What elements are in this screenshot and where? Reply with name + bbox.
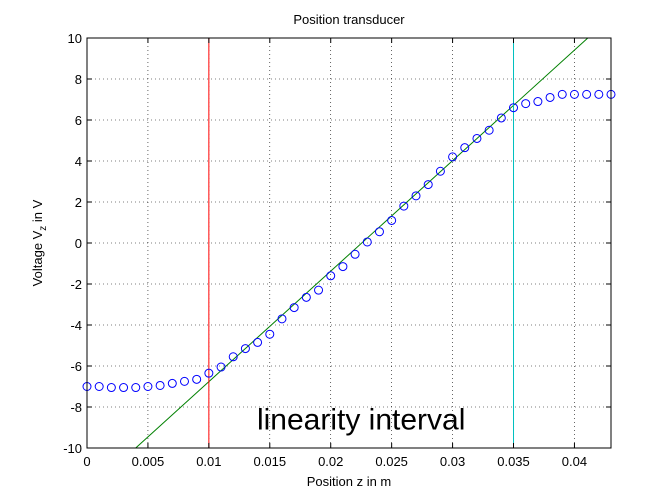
y-tick-label: -8 bbox=[70, 400, 82, 415]
data-point bbox=[569, 89, 579, 99]
data-point bbox=[374, 227, 384, 237]
y-axis-label-rest: in V bbox=[30, 199, 45, 225]
grid-lines bbox=[87, 38, 611, 448]
x-tick-label: 0.005 bbox=[132, 454, 165, 469]
x-tick-label: 0.03 bbox=[440, 454, 465, 469]
data-point bbox=[119, 383, 129, 393]
data-point bbox=[277, 314, 287, 324]
data-point bbox=[423, 180, 433, 190]
data-point bbox=[557, 89, 567, 99]
y-axis-label-subscript: z bbox=[38, 226, 49, 231]
data-point bbox=[399, 201, 409, 211]
y-tick-label: 10 bbox=[68, 31, 82, 46]
data-point bbox=[216, 362, 226, 372]
y-tick-label: 2 bbox=[75, 195, 82, 210]
data-point bbox=[545, 92, 555, 102]
data-point bbox=[228, 352, 238, 362]
data-point bbox=[472, 133, 482, 143]
x-tick-label: 0.015 bbox=[254, 454, 287, 469]
data-point bbox=[204, 368, 214, 378]
x-axis-label: Position z in m bbox=[307, 474, 392, 489]
y-tick-label: -4 bbox=[70, 318, 82, 333]
data-point bbox=[411, 191, 421, 201]
data-point bbox=[460, 143, 470, 153]
x-tick-label: 0.035 bbox=[497, 454, 530, 469]
data-point bbox=[521, 99, 531, 109]
data-point bbox=[435, 166, 445, 176]
data-point bbox=[509, 103, 519, 113]
y-tick-label: -6 bbox=[70, 359, 82, 374]
data-point bbox=[350, 249, 360, 259]
y-tick-label: -10 bbox=[63, 441, 82, 456]
x-tick-label: 0.04 bbox=[562, 454, 587, 469]
data-point bbox=[301, 292, 311, 302]
data-point bbox=[387, 215, 397, 225]
y-tick-label: 6 bbox=[75, 113, 82, 128]
data-point bbox=[167, 378, 177, 388]
y-tick-label: -2 bbox=[70, 277, 82, 292]
data-point bbox=[362, 237, 372, 247]
data-point bbox=[338, 262, 348, 272]
x-tick-label: 0.025 bbox=[375, 454, 408, 469]
plot-area bbox=[87, 38, 611, 448]
data-point bbox=[94, 382, 104, 391]
data-point bbox=[265, 329, 275, 339]
data-point bbox=[484, 125, 494, 135]
linearity-interval-annotation: linearity interval bbox=[257, 404, 465, 437]
data-point bbox=[240, 344, 250, 354]
data-point bbox=[179, 376, 189, 386]
axis-ticks: 0 0.005 0.01 0.015 0.02 0.025 0.03 0.035 0.04 -10… bbox=[63, 31, 611, 469]
y-axis-label: Voltage Vz in V bbox=[30, 199, 49, 286]
x-tick-label: 0.02 bbox=[318, 454, 343, 469]
data-point bbox=[131, 383, 141, 393]
data-point bbox=[582, 89, 592, 99]
data-point bbox=[314, 285, 324, 295]
x-tick-label: 0 bbox=[83, 454, 90, 469]
data-point bbox=[106, 383, 116, 393]
y-tick-label: 0 bbox=[75, 236, 82, 251]
data-point bbox=[289, 303, 299, 313]
y-tick-label: 4 bbox=[75, 154, 82, 169]
x-tick-label: 0.01 bbox=[196, 454, 221, 469]
data-point bbox=[594, 89, 604, 99]
data-point bbox=[533, 97, 543, 107]
data-point bbox=[326, 271, 336, 281]
data-point bbox=[155, 380, 165, 390]
linear-fit-line bbox=[135, 37, 589, 449]
data-point bbox=[496, 113, 506, 123]
data-point bbox=[448, 152, 458, 162]
data-point bbox=[253, 337, 263, 347]
y-tick-label: 8 bbox=[75, 72, 82, 87]
chart-title: Position transducer bbox=[293, 12, 405, 27]
series-layer bbox=[82, 37, 616, 449]
data-point bbox=[192, 374, 202, 384]
data-point bbox=[143, 382, 153, 391]
y-axis-label-main: Voltage V bbox=[30, 230, 45, 286]
